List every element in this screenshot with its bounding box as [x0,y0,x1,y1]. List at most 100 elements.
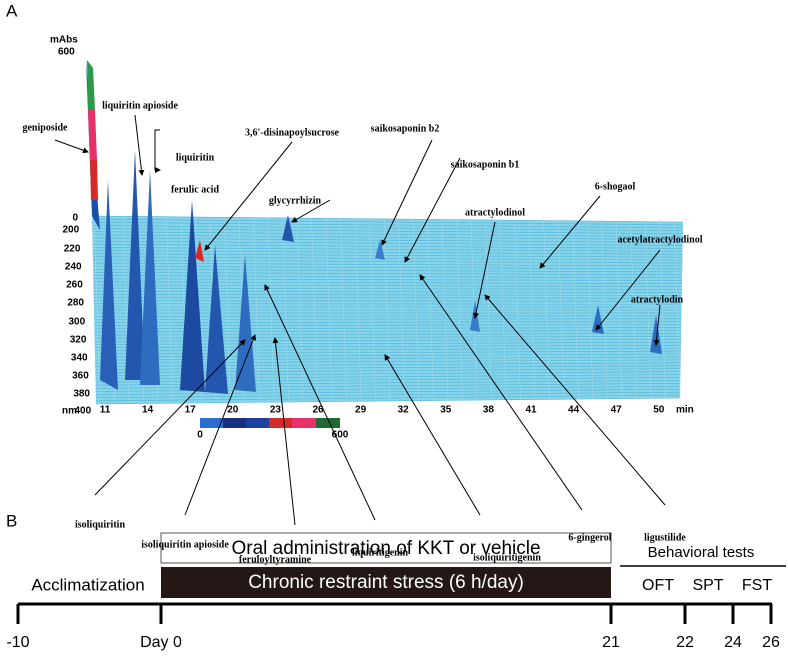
surface-line [95,394,681,402]
timeline-label: Day 0 [140,634,182,651]
compound-name: ligustilide [644,532,686,543]
compound-name: saikosaponin b2 [371,123,440,134]
wavelength-tick: 380 [73,389,90,400]
arrow [384,354,481,516]
stress-text: Chronic restraint stress (6 h/day) [248,572,524,593]
compound-name: liquiritin [176,152,215,163]
compound-name: 3,6'-disinapoylsucrose [245,127,340,138]
wavelength-tick: 280 [67,298,84,309]
surface-line [95,391,681,399]
surface-line [91,215,684,223]
wavelength-tick: 200 [63,225,80,236]
surface-line [354,217,362,401]
arrow [484,294,666,506]
surface-line [398,217,405,401]
surface-line [528,217,536,401]
surface-line [282,217,289,401]
arrow [404,157,461,263]
peak-top [88,110,97,160]
colorbar-min: 0 [197,430,203,441]
arrow [539,195,601,269]
treatment-box [160,532,612,564]
time-tick: 44 [568,405,580,416]
arrow [184,334,256,516]
wavelength-tick: 0 [72,213,78,224]
arrows [54,114,666,526]
behavioral-title: Behavioral tests [648,544,755,561]
wavelength-tick: 360 [72,371,89,382]
colorbar-segment [246,418,269,428]
arrow [134,114,145,176]
wavelength-tick: 320 [70,335,87,346]
time-unit: min [676,405,694,416]
peak-top [87,60,95,110]
wavelength-tick: 340 [71,353,88,364]
arrow [381,139,433,246]
peaks [86,60,662,394]
surface-line [267,217,275,401]
compound-name: isoliquiritin [75,519,125,530]
surface-line [485,217,492,401]
arrow [264,284,376,521]
wavelength-tick: 260 [66,280,83,291]
arrow [54,139,89,154]
panel-label: B [6,511,17,530]
surface-line [427,217,434,401]
compound-name: isoliquiritin apioside [141,539,229,550]
chromatogram-surface [91,215,684,405]
surface-line [601,217,608,401]
surface-line [514,217,521,401]
panel-label: A [6,1,18,20]
compound-name: liquiritigenin [352,547,409,558]
colorbar-segment [223,418,246,428]
arrow [291,199,331,223]
peak [205,245,228,394]
colorbar-segment [269,418,292,428]
surface-line [93,217,101,401]
peak [375,240,385,260]
intensity-label: mAbs [50,35,78,46]
wavelength-tick: 220 [64,244,81,255]
surface-line [369,217,376,401]
compound-name: 6-gingerol [568,532,611,543]
surface-line [441,217,449,401]
surface-line [456,217,463,401]
intensity-max: 600 [58,47,75,58]
compound-name: feruloyltyramine [239,554,312,565]
peak [282,215,294,242]
arrow [595,249,661,331]
arrow [473,221,496,319]
surface-line [296,217,304,401]
compound-name: atractylodin [631,294,684,305]
treatment-text: Oral administration of KKT or vehicle [231,538,540,559]
surface-line [586,217,594,401]
compound-name: isoliquiritigenin [473,552,541,563]
surface-line [557,217,565,401]
colorbar-segment [316,418,340,428]
time-tick: 41 [525,405,537,416]
surface-line [166,217,173,401]
arrow [204,141,293,251]
test-name: SPT [692,577,723,594]
wavelength-tick: 240 [65,262,82,273]
time-tick: 14 [142,405,154,416]
timeline-label: 24 [724,634,742,651]
surface-line [644,217,652,401]
surface-line [253,217,260,401]
time-tick: 17 [185,405,197,416]
peak [195,240,204,262]
time-tick: 20 [227,405,239,416]
test-name: FST [742,577,772,594]
surface-line [659,217,666,401]
surface-line [499,217,507,401]
time-tick: 35 [440,405,452,416]
surface-line [615,217,623,401]
compound-name: 6-shogaol [595,181,636,192]
time-tick: 47 [611,405,623,416]
time-tick: 26 [312,405,324,416]
wavelength-tick: 400 [75,406,92,417]
time-tick: 11 [100,405,111,416]
colorbar [200,418,340,428]
wavelength-tick: 300 [69,317,86,328]
compound-name: saikosaponin b1 [451,159,520,170]
